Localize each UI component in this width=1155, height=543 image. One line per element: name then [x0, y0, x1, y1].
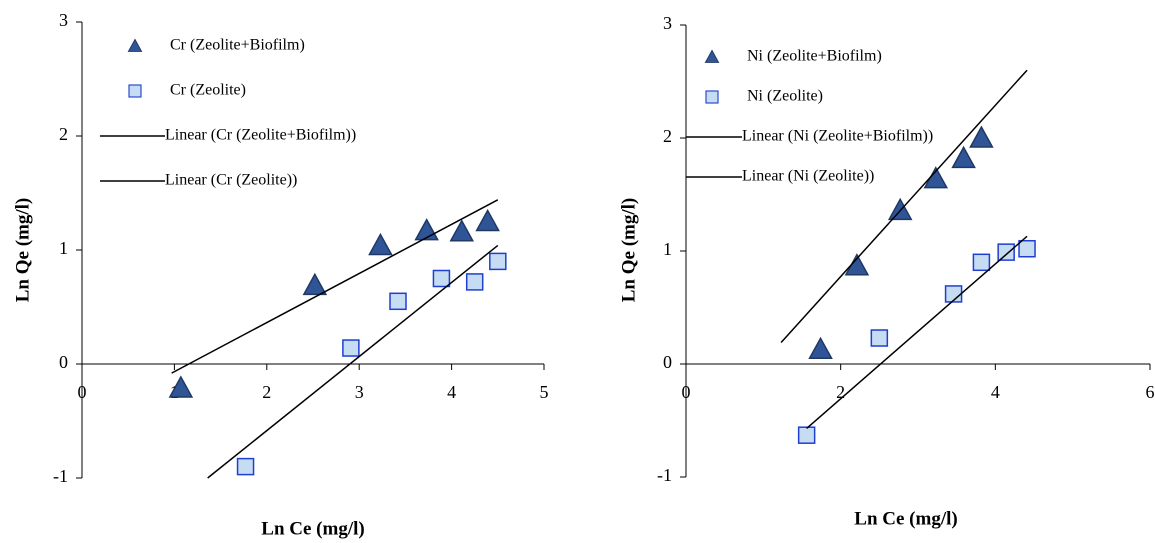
- x-tick-label: 2: [836, 382, 845, 402]
- legend-marker: [705, 90, 719, 104]
- data-point: [808, 336, 833, 360]
- trend-line: [780, 69, 1028, 344]
- data-point: [465, 273, 484, 291]
- data-point: [475, 208, 500, 232]
- legend-label: Cr (Zeolite): [170, 82, 246, 99]
- y-axis-title: Ln Qe (mg/l): [618, 198, 639, 303]
- legend-marker: [127, 38, 143, 52]
- x-axis-title: Ln Ce (mg/l): [261, 518, 364, 539]
- data-point: [951, 145, 976, 169]
- y-tick-label: 0: [59, 352, 68, 372]
- legend-label: Linear (Cr (Zeolite)): [165, 172, 297, 189]
- data-point: [236, 457, 255, 476]
- data-point: [168, 375, 194, 398]
- legend-label: Linear (Ni (Zeolite+Biofilm)): [742, 128, 933, 145]
- y-tick-label: 2: [663, 126, 672, 146]
- y-tick-label: 3: [663, 13, 672, 33]
- trend-line: [207, 244, 499, 479]
- x-tick-label: 0: [682, 382, 691, 402]
- data-point: [797, 426, 816, 444]
- legend-label: Ni (Zeolite): [747, 88, 823, 105]
- data-point: [972, 253, 991, 272]
- y-tick-label: 1: [663, 239, 672, 259]
- trend-line: [806, 235, 1028, 429]
- data-point: [449, 219, 475, 242]
- y-tick-label: 3: [59, 10, 68, 30]
- data-point: [997, 243, 1015, 261]
- data-point: [870, 329, 889, 347]
- data-point: [414, 218, 439, 241]
- data-point: [969, 125, 994, 148]
- y-tick-label: 2: [59, 124, 68, 144]
- data-point: [887, 197, 913, 221]
- x-tick-label: 4: [991, 382, 1000, 402]
- data-point: [368, 232, 393, 256]
- y-tick-label: 1: [59, 238, 68, 258]
- data-point: [302, 272, 328, 296]
- x-tick-label: 6: [1146, 382, 1155, 402]
- data-point: [342, 339, 360, 357]
- x-tick-label: 2: [262, 382, 271, 402]
- y-tick-label: -1: [657, 465, 672, 485]
- data-point: [489, 252, 507, 271]
- y-tick-label: 0: [663, 352, 672, 372]
- y-axis-title: Ln Qe (mg/l): [12, 198, 33, 303]
- x-tick-label: 4: [447, 382, 456, 402]
- data-point: [389, 292, 407, 311]
- data-point: [432, 269, 451, 288]
- data-point: [1018, 239, 1036, 258]
- x-axis-title: Ln Ce (mg/l): [854, 508, 957, 529]
- x-tick-label: 5: [540, 382, 549, 402]
- legend-label: Linear (Cr (Zeolite+Biofilm)): [165, 127, 356, 144]
- legend-label: Linear (Ni (Zeolite)): [742, 168, 874, 185]
- x-tick-label: 3: [355, 382, 364, 402]
- trend-line: [171, 199, 499, 374]
- legend-label: Ni (Zeolite+Biofilm): [747, 48, 882, 65]
- x-tick-label: 0: [78, 382, 87, 402]
- y-tick-label: -1: [53, 466, 68, 486]
- legend-marker: [704, 49, 720, 63]
- legend-label: Cr (Zeolite+Biofilm): [170, 37, 305, 54]
- legend-marker: [128, 84, 142, 98]
